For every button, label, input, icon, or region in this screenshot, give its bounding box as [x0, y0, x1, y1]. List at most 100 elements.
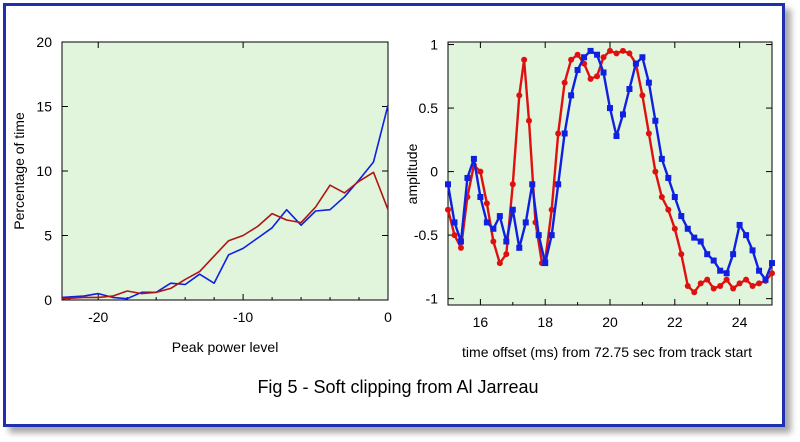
right-series-0-point [652, 168, 659, 175]
right-series-0-point [678, 251, 685, 258]
left-y-tick-label: 10 [36, 163, 52, 179]
right-series-1-point [658, 155, 665, 162]
right-series-1-point [652, 117, 659, 124]
right-series-0-point [457, 244, 464, 251]
left-y-tick-label: 0 [44, 292, 52, 308]
right-series-1-point [743, 232, 750, 239]
right-series-1-point [613, 133, 620, 140]
right-series-0-point [555, 130, 562, 137]
left-series-line-0 [61, 105, 389, 300]
right-series-1-point [555, 181, 562, 188]
right-series-0-point [704, 276, 711, 283]
right-series-1-point [671, 194, 678, 201]
tick-group-left: -20 -10 0 0 5 10 15 20 [36, 34, 392, 325]
right-series-1-point [522, 219, 529, 226]
right-series-0-point [639, 92, 646, 99]
right-series-1-point [516, 244, 523, 251]
right-series-1-point [678, 213, 685, 220]
right-series-0-point [717, 282, 724, 289]
right-series-1-point [587, 47, 594, 54]
right-x-tick-label: 18 [537, 314, 553, 330]
figure-caption: Fig 5 - Soft clipping from Al Jarreau [257, 377, 538, 397]
right-series-0-point [658, 194, 665, 201]
right-series-1-point [736, 221, 743, 228]
right-series-1-point [607, 105, 613, 112]
right-series-1-point [483, 219, 490, 226]
x-axis-label-left: Peak power level [172, 339, 279, 355]
right-series-1-point [496, 213, 503, 220]
right-series-1-point [594, 51, 601, 58]
chart-amplitude: 16 18 20 22 24 -1 -0.5 0 0.5 1 time offset (ms) f… [404, 37, 775, 360]
right-series-0-point [521, 56, 528, 63]
right-series-1-point [684, 225, 691, 232]
right-series-0-point [671, 225, 678, 232]
series-group-left [61, 105, 389, 300]
tick-group-right: 16 18 20 22 24 -1 -0.5 0 0.5 1 [414, 37, 773, 330]
right-series-1-point [691, 234, 698, 241]
right-series-0-point [548, 206, 555, 213]
right-series-0-point [526, 117, 532, 124]
right-series-1-point [535, 232, 542, 239]
right-series-1-point [600, 69, 607, 76]
right-series-0-point [496, 260, 503, 267]
right-series-0-point [509, 181, 516, 188]
right-series-1-point [548, 232, 555, 239]
right-y-tick-label: -0.5 [414, 227, 438, 243]
right-series-1-point [503, 238, 510, 245]
right-series-0-point [594, 73, 601, 80]
right-series-1-point [490, 225, 497, 232]
right-series-0-point [574, 51, 581, 58]
right-series-0-point [684, 282, 691, 289]
series-group-right [445, 47, 775, 296]
right-series-1-point [730, 251, 737, 258]
right-series-1-point [717, 267, 724, 274]
left-x-tick-label: -20 [88, 309, 108, 325]
right-series-0-point [723, 276, 730, 283]
right-series-0-point [490, 238, 497, 245]
right-y-tick-label: 0.5 [419, 100, 439, 116]
right-series-1-point [574, 66, 581, 73]
right-series-0-point [600, 54, 607, 61]
right-series-1-point [762, 276, 769, 283]
right-x-tick-label: 16 [473, 314, 489, 330]
right-series-0-point [587, 75, 594, 82]
right-x-tick-label: 20 [602, 314, 618, 330]
left-series-line-1 [61, 171, 389, 300]
right-series-0-point [749, 282, 756, 289]
right-series-0-point [619, 47, 626, 54]
right-series-1-point [451, 219, 458, 226]
left-y-tick-label: 20 [36, 34, 52, 50]
right-series-0-point [561, 79, 568, 86]
right-y-tick-label: -1 [426, 291, 439, 307]
right-series-0-point [756, 280, 763, 287]
right-series-1-point [445, 181, 451, 188]
left-y-tick-label: 15 [36, 99, 52, 115]
right-series-1-point [509, 206, 516, 213]
right-series-0-point [730, 285, 737, 292]
chart-peak-power: -20 -10 0 0 5 10 15 20 Peak power level Percent… [11, 34, 392, 355]
right-series-0-point [483, 200, 490, 207]
right-series-0-point [769, 270, 775, 277]
plot-area-right [447, 41, 773, 306]
right-series-1-point [723, 270, 730, 277]
left-x-tick-label: 0 [384, 309, 392, 325]
right-series-1-point [769, 260, 775, 267]
right-series-1-point [710, 257, 717, 264]
plot-area-left [61, 41, 389, 301]
right-x-tick-label: 22 [667, 314, 683, 330]
right-series-1-point [568, 92, 575, 99]
right-series-1-point [542, 260, 549, 267]
right-series-0-point [665, 206, 672, 213]
right-series-0-point [607, 47, 613, 54]
right-series-0-point [451, 232, 458, 239]
right-series-1-point [464, 174, 471, 181]
right-series-1-point [477, 194, 484, 201]
right-y-tick-label: 1 [430, 37, 438, 53]
y-axis-label-left: Percentage of time [11, 112, 27, 230]
right-series-0-point [568, 56, 575, 63]
right-y-tick-label: 0 [430, 164, 438, 180]
x-axis-label-right: time offset (ms) from 72.75 sec from tra… [462, 344, 752, 360]
right-series-1-point [529, 181, 536, 188]
right-series-0-point [691, 289, 698, 296]
